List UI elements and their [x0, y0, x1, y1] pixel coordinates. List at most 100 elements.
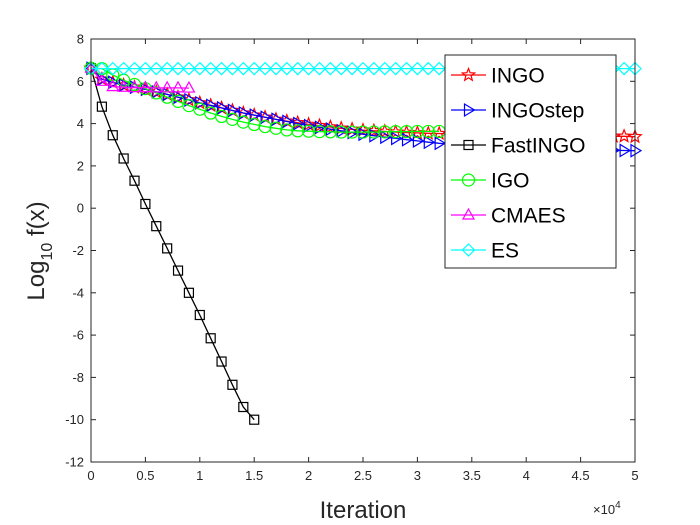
y-tick-label: -8 [72, 370, 84, 385]
data-point-es [171, 61, 185, 76]
data-point-es [269, 61, 283, 76]
data-point-ingo [289, 114, 306, 130]
data-point-es [410, 61, 425, 76]
data-point-fastingo [151, 221, 162, 232]
y-tick-label: 8 [77, 32, 84, 47]
data-point-ingo [192, 94, 208, 110]
data-point-fastingo [249, 414, 260, 425]
data-point-ingostep [434, 136, 447, 151]
data-point-igo [323, 125, 337, 139]
x-tick-label: 2.5 [354, 468, 372, 483]
y-tick-label: -4 [72, 285, 84, 300]
legend-label-fastingo: FastINGO [491, 135, 586, 158]
x-tick-label: 0 [87, 468, 94, 483]
data-point-cmaes [95, 74, 109, 86]
legend-label-ingostep: INGOstep [491, 100, 584, 123]
data-point-ingostep [380, 130, 392, 145]
data-point-es [160, 61, 175, 76]
x-tick-label: 5 [631, 468, 638, 483]
data-point-igo [312, 125, 327, 139]
data-point-igo [389, 125, 403, 139]
data-point-cmaes [182, 80, 196, 93]
data-point-es [214, 61, 229, 76]
legend-marker-fastingo [463, 139, 474, 151]
data-point-ingostep [391, 131, 403, 146]
data-point-ingostep [630, 143, 643, 158]
data-point-fastingo [140, 198, 151, 210]
data-point-ingo [300, 116, 317, 132]
data-point-es [377, 61, 392, 76]
data-point-ingostep [195, 95, 207, 110]
y-label-fx: f(x) [23, 201, 50, 242]
data-point-es [301, 61, 316, 76]
series-line-cmaes [90, 67, 189, 89]
data-point-es [138, 61, 153, 76]
legend-marker-ingostep [463, 102, 476, 118]
data-point-igo [378, 125, 392, 139]
data-point-igo [399, 125, 414, 139]
x-tick-label: 4 [523, 468, 530, 483]
y-tick-label: -12 [65, 455, 84, 470]
ticks-layer: 0 0.5 1 1.5 2 2.5 3 3.5 4 4.5 5 8 6 4 2 0 -2 -4 -6 -8 -10 -12 [65, 32, 638, 484]
data-point-cmaes [117, 79, 131, 92]
data-point-igo [367, 125, 381, 139]
x-tick-label: 3 [414, 468, 421, 483]
x-tick-label: 1 [196, 468, 203, 483]
data-point-igo [410, 124, 424, 139]
legend-item-es: ES [451, 240, 519, 263]
x-axis-label: Iteration [320, 497, 407, 524]
data-point-fastingo [162, 243, 173, 254]
series-line-igo [90, 67, 440, 133]
data-point-es [356, 61, 370, 76]
data-point-igo [236, 115, 250, 129]
x-tick-label: 2 [305, 468, 312, 483]
data-point-es [225, 61, 240, 76]
series-layer [83, 60, 643, 425]
data-point-es [95, 61, 109, 76]
data-point-cmaes [106, 79, 120, 92]
data-point-es [312, 61, 327, 76]
data-point-igo [280, 123, 294, 137]
legend-label-es: ES [491, 240, 519, 263]
y-label-log: Log [23, 261, 50, 301]
data-point-cmaes [149, 80, 163, 93]
data-point-ingostep [423, 135, 436, 150]
data-point-cmaes [160, 80, 174, 93]
data-point-igo [421, 124, 435, 139]
legend-marker-ingo [460, 66, 477, 82]
data-point-es [421, 61, 436, 76]
data-point-fastingo [118, 153, 129, 164]
data-point-es [399, 61, 414, 76]
data-point-es [182, 61, 196, 76]
y-tick-label: 4 [77, 116, 84, 131]
data-point-fastingo [172, 265, 184, 276]
y-axis-label: Log10 f(x) [23, 201, 56, 300]
data-point-fastingo [238, 401, 249, 413]
x-multiplier-exponent: 4 [615, 500, 621, 511]
data-point-es [149, 61, 164, 76]
data-point-ingo [322, 118, 339, 134]
data-point-igo [269, 121, 283, 135]
data-point-cmaes [171, 80, 185, 93]
data-point-ingo [181, 91, 197, 107]
data-point-igo [356, 125, 370, 139]
data-point-fastingo [107, 130, 118, 141]
data-point-es [192, 61, 207, 76]
x-tick-label: 4.5 [572, 468, 590, 483]
x-tick-label: 3.5 [463, 468, 481, 483]
data-point-fastingo [183, 287, 195, 298]
y-tick-label: 0 [77, 201, 84, 216]
data-point-es [345, 61, 359, 76]
legend-item-cmaes: CMAES [451, 205, 566, 228]
data-point-fastingo [96, 101, 107, 112]
data-point-es [236, 61, 251, 76]
data-point-igo [247, 117, 261, 132]
legend-item-ingo: INGO [451, 65, 545, 88]
data-point-cmaes [138, 80, 152, 93]
data-point-fastingo [194, 309, 205, 321]
legend-item-igo: IGO [451, 170, 530, 193]
data-point-ingostep [184, 92, 197, 107]
series-cmaes [84, 60, 196, 93]
x-multiplier-base: ×10 [593, 502, 615, 517]
y-tick-label: 2 [77, 158, 84, 173]
